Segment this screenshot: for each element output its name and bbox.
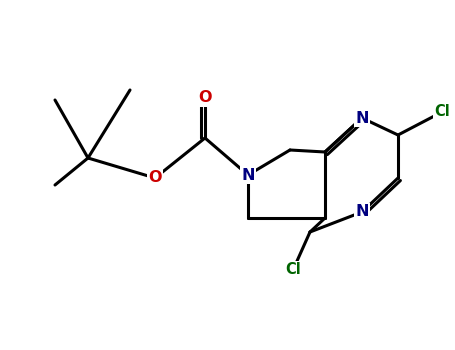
Text: Cl: Cl bbox=[285, 262, 301, 278]
Text: O: O bbox=[148, 170, 162, 186]
Text: N: N bbox=[241, 168, 255, 182]
Text: N: N bbox=[355, 204, 369, 219]
Text: N: N bbox=[355, 111, 369, 126]
Text: Cl: Cl bbox=[434, 105, 450, 119]
Text: O: O bbox=[198, 91, 212, 105]
